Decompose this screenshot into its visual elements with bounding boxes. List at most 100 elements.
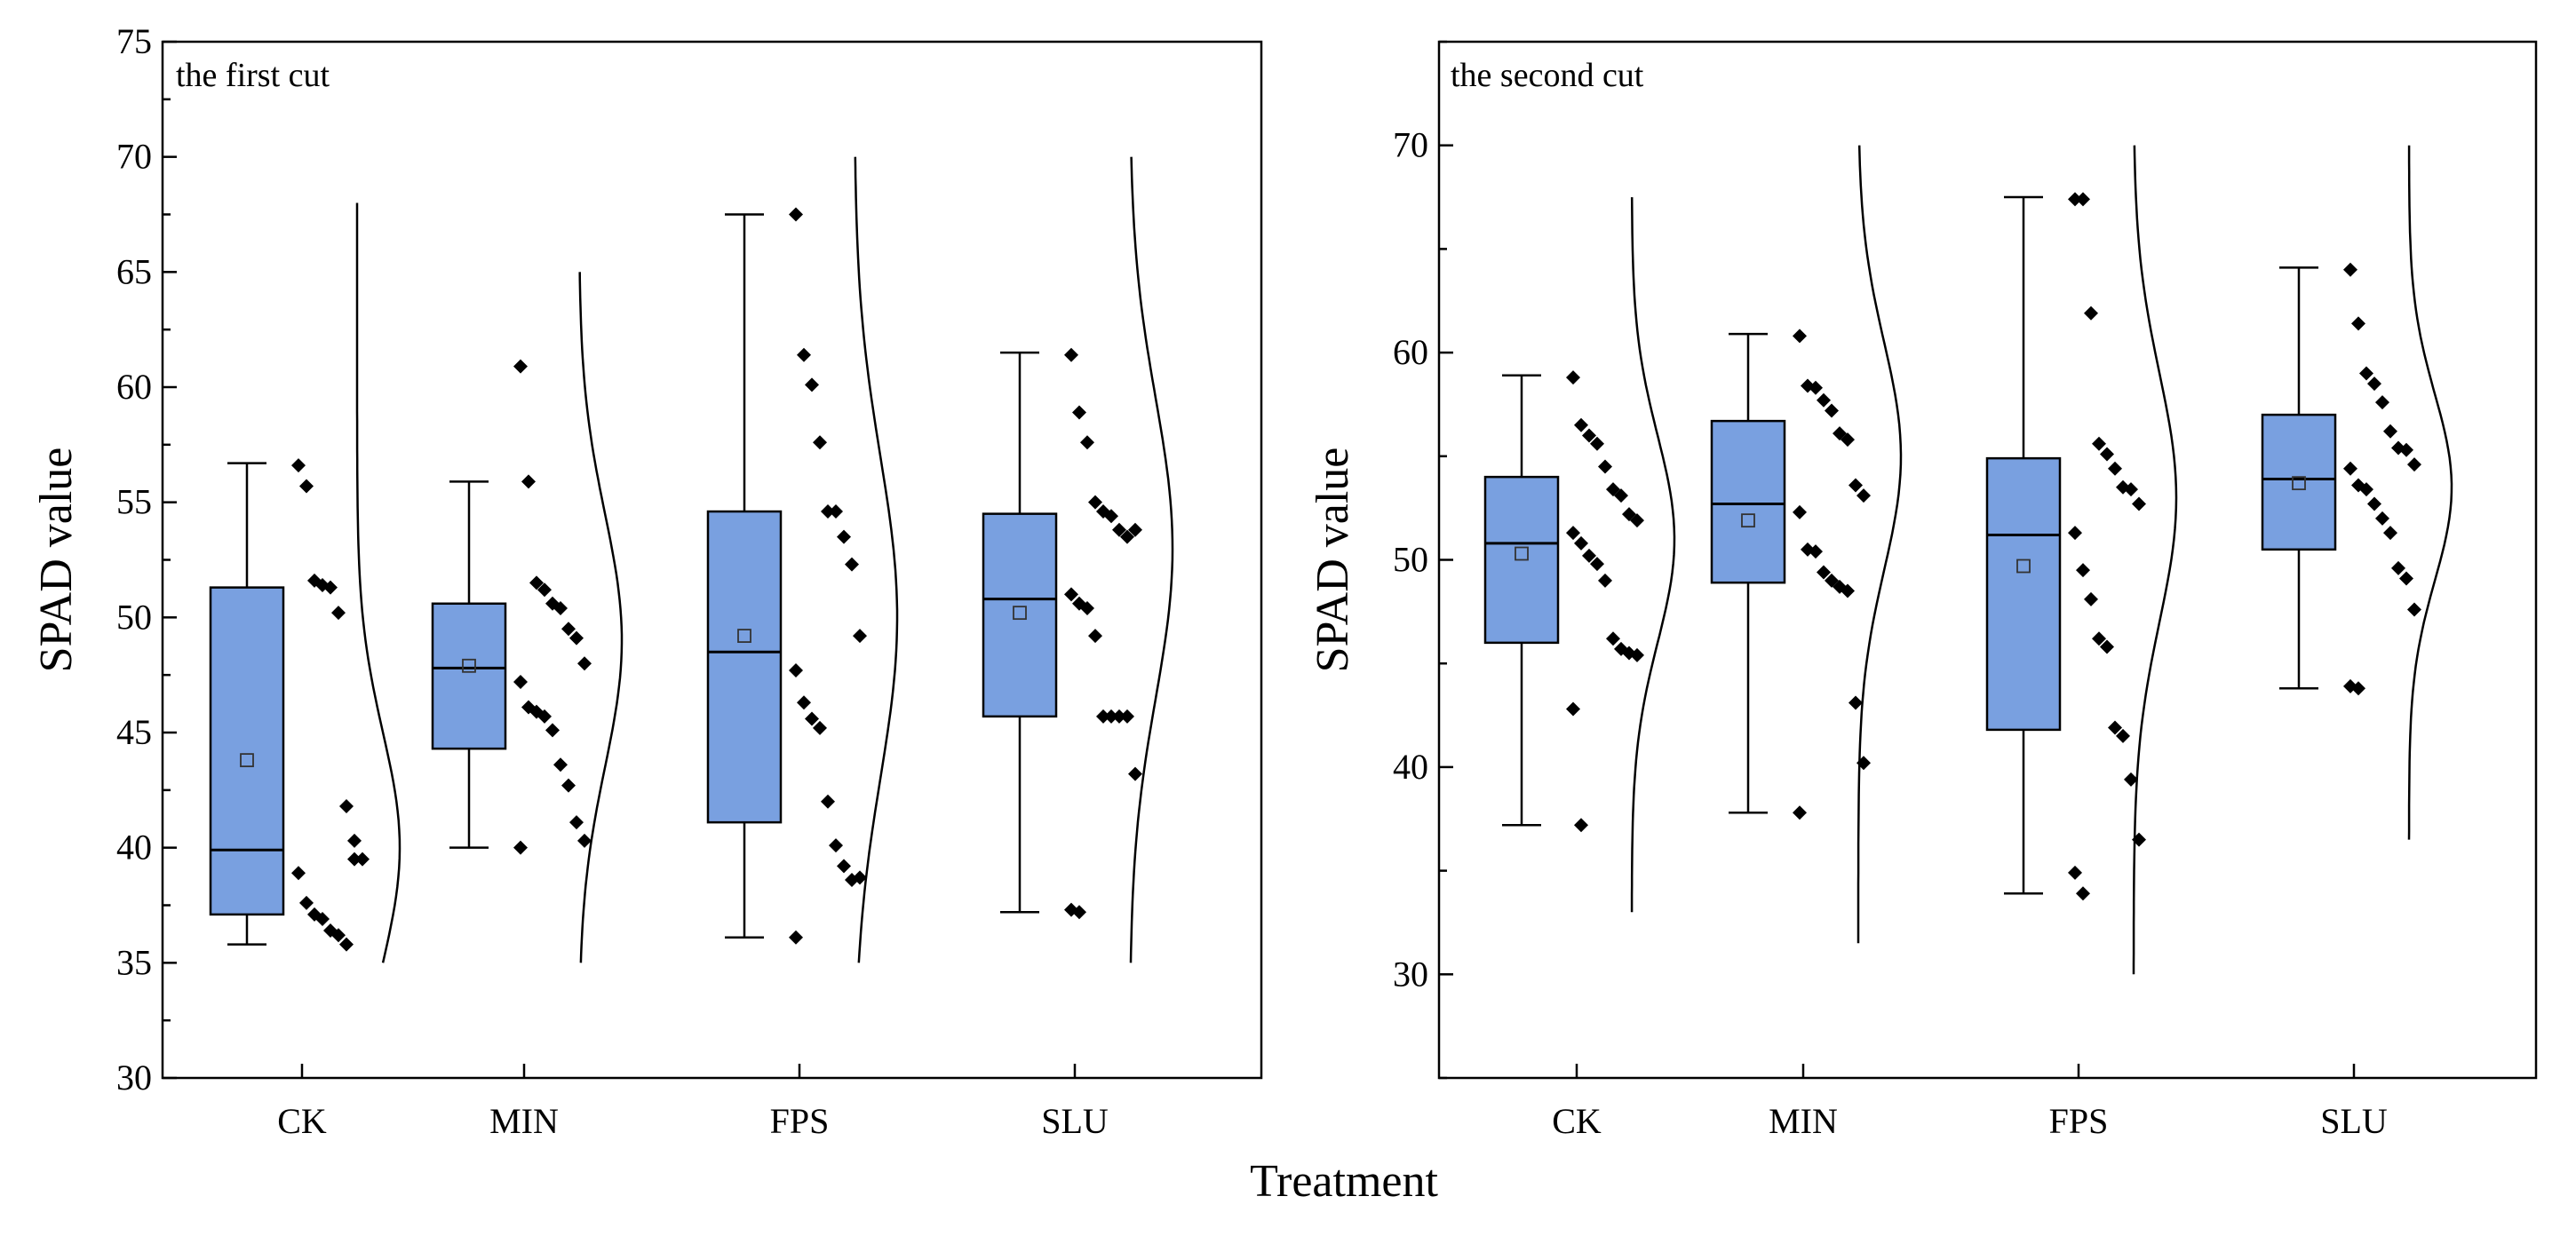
data-point <box>2367 376 2381 392</box>
data-point <box>561 778 576 793</box>
iqr-box <box>982 512 1058 718</box>
panel-first-cut: the first cut 30 35 40 45 50 55 60 65 70 75 SPAD va… <box>31 21 1263 1141</box>
iqr-box <box>1710 419 1786 584</box>
data-point <box>339 798 354 813</box>
data-point <box>2124 482 2138 497</box>
data-point <box>561 622 576 637</box>
panel-second-cut: the second cut 30 40 50 60 70 SPAD value CK MIN F… <box>1308 40 2538 1141</box>
data-point <box>545 723 560 738</box>
data-point <box>1120 529 1134 544</box>
data-point <box>2351 316 2365 331</box>
density-curve <box>355 202 402 963</box>
y-tick-label: 45 <box>116 712 152 752</box>
data-point <box>2084 591 2098 606</box>
data-point <box>1825 573 1839 588</box>
y-axis-title: SPAD value <box>1308 448 1358 673</box>
mean-marker <box>1741 513 1755 528</box>
data-point <box>1574 818 1588 833</box>
data-point <box>853 870 867 885</box>
data-point <box>1856 488 1871 503</box>
data-point <box>821 794 835 809</box>
data-point <box>2383 424 2397 439</box>
data-point <box>1128 766 1142 781</box>
data-point <box>1614 488 1628 503</box>
data-point <box>331 928 346 943</box>
data-point <box>2116 728 2130 743</box>
data-point <box>1817 565 1831 580</box>
data-point <box>1622 507 1636 522</box>
density-curve <box>2407 145 2453 840</box>
density-curve <box>1856 145 1903 944</box>
mean-marker <box>240 753 254 768</box>
iqr-box <box>2261 413 2337 551</box>
density-curve <box>1630 197 1676 913</box>
data-point <box>1566 701 1580 717</box>
mean-marker <box>2016 559 2031 574</box>
data-point <box>347 852 362 867</box>
mean-marker <box>462 658 476 673</box>
x-tick-label-fps: FPS <box>770 1101 830 1141</box>
box-group-fps <box>1985 145 2178 975</box>
data-point <box>1104 709 1118 724</box>
data-point <box>529 575 544 590</box>
data-point <box>1793 504 1807 519</box>
data-point <box>1112 709 1126 724</box>
data-point <box>1849 478 1863 493</box>
data-point <box>299 895 314 910</box>
data-point <box>2359 482 2373 497</box>
data-point <box>1574 535 1588 551</box>
data-point <box>2100 447 2114 462</box>
data-point <box>537 709 552 724</box>
iqr-box <box>706 510 783 824</box>
data-point <box>2407 457 2421 472</box>
x-axis-title: Treatment <box>1250 1156 1438 1207</box>
data-point <box>1080 435 1094 450</box>
data-point <box>1088 495 1102 510</box>
data-point <box>829 504 843 519</box>
data-point <box>2068 526 2082 541</box>
data-point <box>805 377 819 392</box>
data-point <box>2383 526 2397 541</box>
data-point <box>569 815 584 830</box>
data-point <box>1809 544 1823 559</box>
data-point <box>789 207 803 222</box>
data-point <box>1566 370 1580 385</box>
data-point <box>1793 805 1807 820</box>
data-point <box>315 912 330 927</box>
data-point <box>1590 557 1604 572</box>
data-point <box>1606 631 1620 646</box>
data-point <box>1128 522 1142 537</box>
data-point <box>1064 587 1078 602</box>
y-tick-label: 70 <box>116 137 152 177</box>
data-point <box>1598 573 1612 588</box>
box-group-min <box>431 272 624 963</box>
data-point <box>2076 886 2090 901</box>
data-point <box>2375 511 2389 526</box>
data-point <box>805 711 819 726</box>
data-point <box>1088 629 1102 644</box>
x-tick-label-ck: CK <box>1552 1101 1602 1141</box>
data-point <box>789 662 803 677</box>
data-point <box>2108 720 2122 735</box>
density-curve <box>1129 156 1174 963</box>
data-point <box>2076 563 2090 578</box>
x-tick-label-slu: SLU <box>1041 1101 1109 1141</box>
y-tick-label: 30 <box>1393 954 1428 994</box>
data-point <box>1582 548 1596 563</box>
data-point <box>1080 600 1094 615</box>
data-point <box>2367 496 2381 511</box>
y-tick-label: 40 <box>1393 747 1428 787</box>
data-point <box>1606 482 1620 497</box>
data-point <box>323 580 338 595</box>
iqr-box <box>1985 456 2062 732</box>
mean-marker <box>2292 476 2306 491</box>
data-point <box>2399 571 2413 586</box>
x-tick-label-min: MIN <box>489 1101 559 1141</box>
data-point <box>789 930 803 945</box>
data-point <box>2391 560 2405 575</box>
iqr-box <box>1483 475 1560 645</box>
data-point <box>2343 461 2357 476</box>
data-point <box>813 435 827 450</box>
density-curve <box>854 156 899 963</box>
data-point <box>299 479 314 494</box>
